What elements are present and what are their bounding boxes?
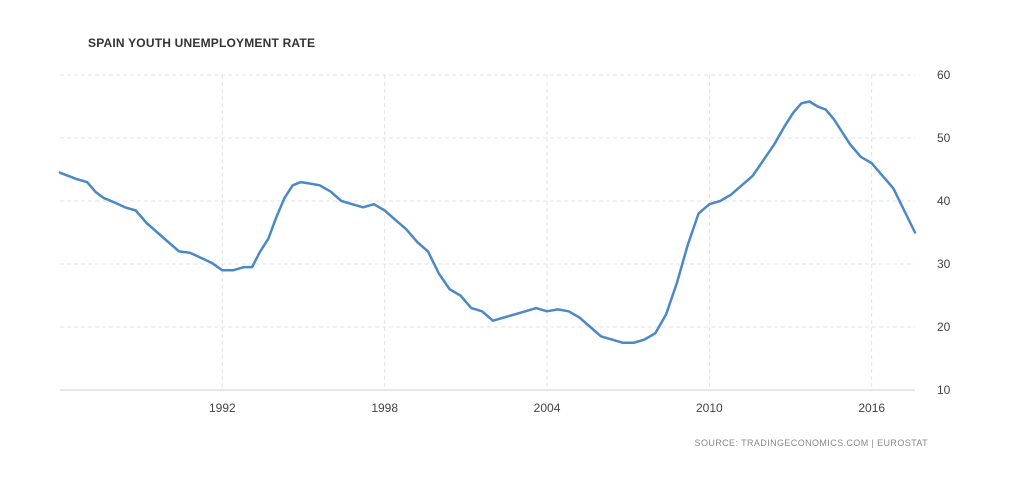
- x-tick-label-2004: 2004: [534, 401, 561, 415]
- y-tick-label-50: 50: [937, 131, 951, 145]
- x-tick-label-2016: 2016: [858, 401, 885, 415]
- chart-title: SPAIN YOUTH UNEMPLOYMENT RATE: [88, 36, 316, 50]
- y-tick-label-10: 10: [937, 383, 951, 397]
- y-tick-label-40: 40: [937, 194, 951, 208]
- grid: [60, 74, 915, 391]
- y-tick-label-30: 30: [937, 257, 951, 271]
- tick-labels: 10 20 30 40 50 60 1992 1998 2004 2010 2016: [209, 68, 951, 415]
- y-tick-label-60: 60: [937, 68, 951, 82]
- x-tick-label-2010: 2010: [696, 401, 723, 415]
- x-tick-label-1998: 1998: [371, 401, 398, 415]
- x-tick-label-1992: 1992: [209, 401, 236, 415]
- y-tick-label-20: 20: [937, 320, 951, 334]
- series-line-0: [58, 100, 917, 345]
- series: [58, 100, 917, 345]
- chart-source: SOURCE: TRADINGECONOMICS.COM | EUROSTAT: [694, 438, 928, 448]
